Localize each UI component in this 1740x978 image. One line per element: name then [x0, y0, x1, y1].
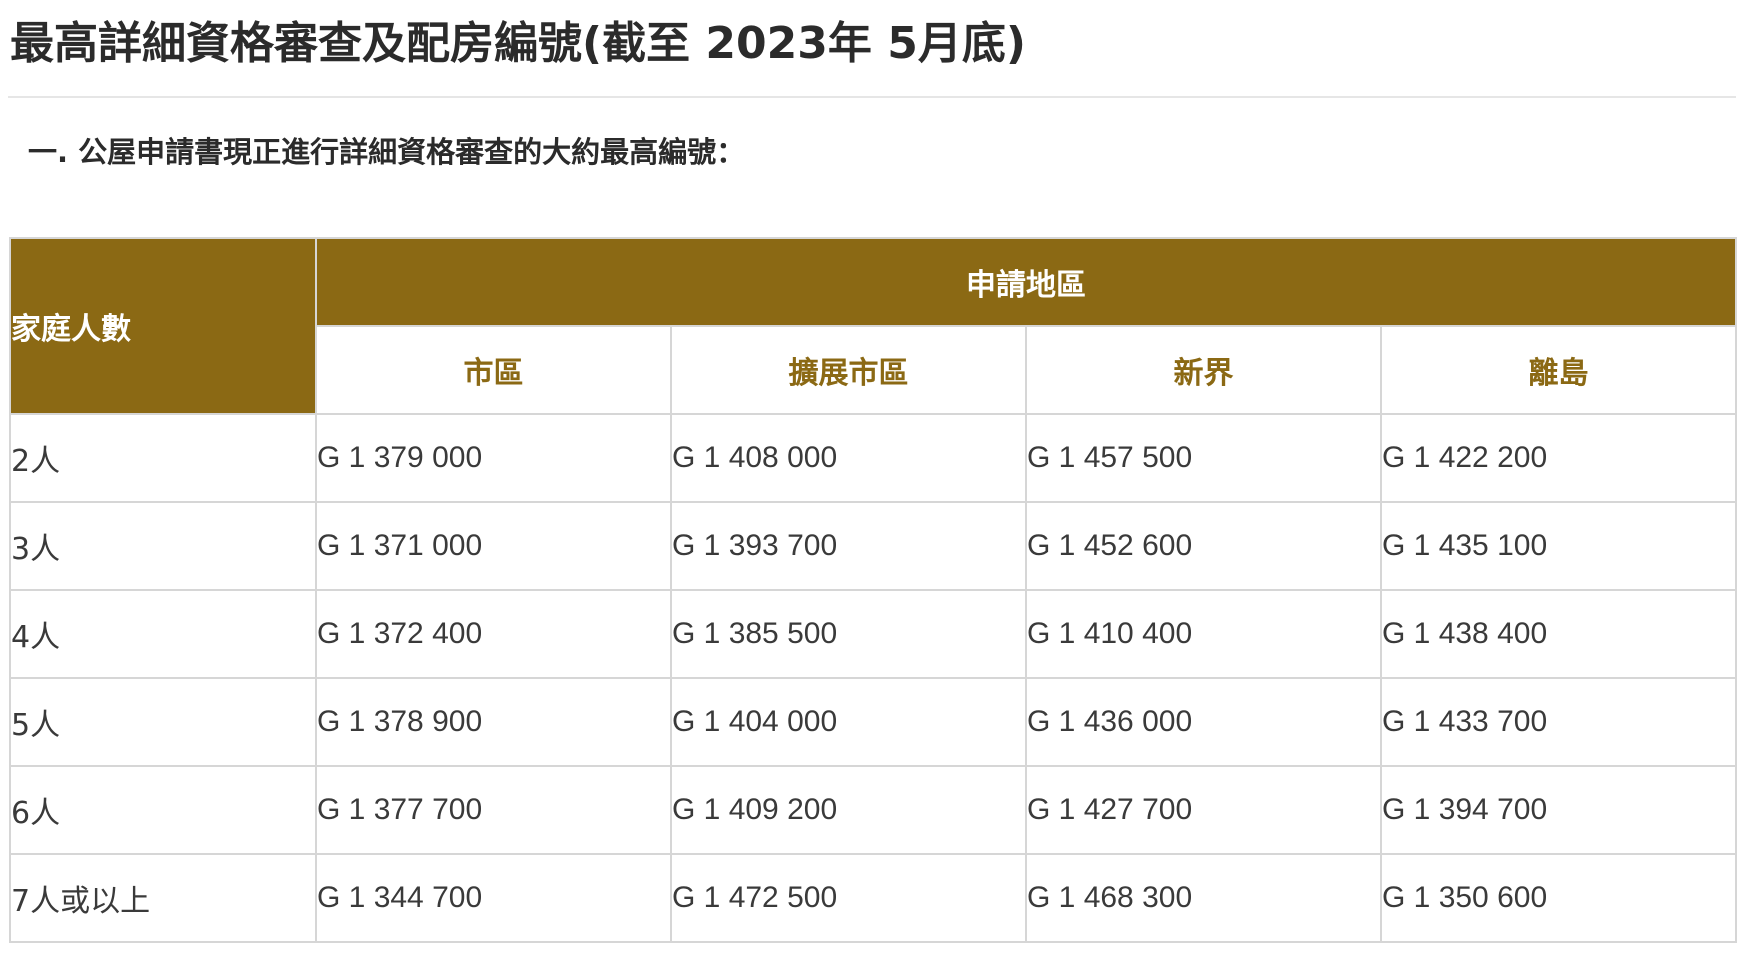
region-header-new-territories: 新界 — [1025, 325, 1382, 415]
table-header-row-group: 家庭人數 申請地區 — [9, 237, 1737, 415]
household-size-cell: 3人 — [9, 501, 317, 591]
number-cell: G 1 422 200 — [1380, 413, 1737, 503]
region-header-extended-urban: 擴展市區 — [670, 325, 1027, 415]
number-cell: G 1 472 500 — [670, 853, 1027, 943]
number-cell: G 1 409 200 — [670, 765, 1027, 855]
number-cell: G 1 452 600 — [1025, 501, 1382, 591]
household-size-cell: 5人 — [9, 677, 317, 767]
number-cell: G 1 457 500 — [1025, 413, 1382, 503]
region-header-urban: 市區 — [315, 325, 672, 415]
table-header-row-regions: 市區 擴展市區 新界 離島 — [10, 325, 1737, 415]
application-region-header: 申請地區 — [315, 237, 1737, 327]
number-cell: G 1 344 700 — [315, 853, 672, 943]
number-cell: G 1 394 700 — [1380, 765, 1737, 855]
number-cell: G 1 378 900 — [315, 677, 672, 767]
number-cell: G 1 410 400 — [1025, 589, 1382, 679]
page-title: 最高詳細資格審查及配房編號(截至 2023年 5月底) — [10, 18, 1026, 69]
section-heading: 一. 公屋申請書現正進行詳細資格審查的大約最高編號： — [28, 135, 746, 169]
household-size-cell: 6人 — [9, 765, 317, 855]
table-row: 5人 G 1 378 900 G 1 404 000 G 1 436 000 G… — [9, 677, 1737, 767]
table-row: 3人 G 1 371 000 G 1 393 700 G 1 452 600 G… — [9, 501, 1737, 591]
number-cell: G 1 350 600 — [1380, 853, 1737, 943]
table-row: 7人或以上 G 1 344 700 G 1 472 500 G 1 468 30… — [9, 853, 1737, 943]
number-cell: G 1 379 000 — [315, 413, 672, 503]
household-size-cell: 4人 — [9, 589, 317, 679]
region-header-islands: 離島 — [1380, 325, 1737, 415]
number-cell: G 1 372 400 — [315, 589, 672, 679]
number-cell: G 1 435 100 — [1380, 501, 1737, 591]
title-divider — [8, 96, 1736, 98]
table-row: 6人 G 1 377 700 G 1 409 200 G 1 427 700 G… — [9, 765, 1737, 855]
number-cell: G 1 438 400 — [1380, 589, 1737, 679]
number-cell: G 1 468 300 — [1025, 853, 1382, 943]
number-cell: G 1 436 000 — [1025, 677, 1382, 767]
number-cell: G 1 433 700 — [1380, 677, 1737, 767]
number-cell: G 1 393 700 — [670, 501, 1027, 591]
number-cell: G 1 404 000 — [670, 677, 1027, 767]
table-body: 2人 G 1 379 000 G 1 408 000 G 1 457 500 G… — [9, 413, 1737, 943]
number-cell: G 1 385 500 — [670, 589, 1027, 679]
number-cell: G 1 408 000 — [670, 413, 1027, 503]
household-size-header: 家庭人數 — [9, 237, 317, 415]
number-cell: G 1 371 000 — [315, 501, 672, 591]
table-row: 4人 G 1 372 400 G 1 385 500 G 1 410 400 G… — [9, 589, 1737, 679]
number-cell: G 1 377 700 — [315, 765, 672, 855]
table-head: 家庭人數 申請地區 市區 擴展市區 新界 離島 — [9, 237, 1737, 415]
household-size-cell: 7人或以上 — [9, 853, 317, 943]
number-cell: G 1 427 700 — [1025, 765, 1382, 855]
table-row: 2人 G 1 379 000 G 1 408 000 G 1 457 500 G… — [9, 413, 1737, 503]
allocation-number-table: 家庭人數 申請地區 市區 擴展市區 新界 離島 2人 G 1 379 000 G… — [9, 237, 1737, 943]
household-size-cell: 2人 — [9, 413, 317, 503]
